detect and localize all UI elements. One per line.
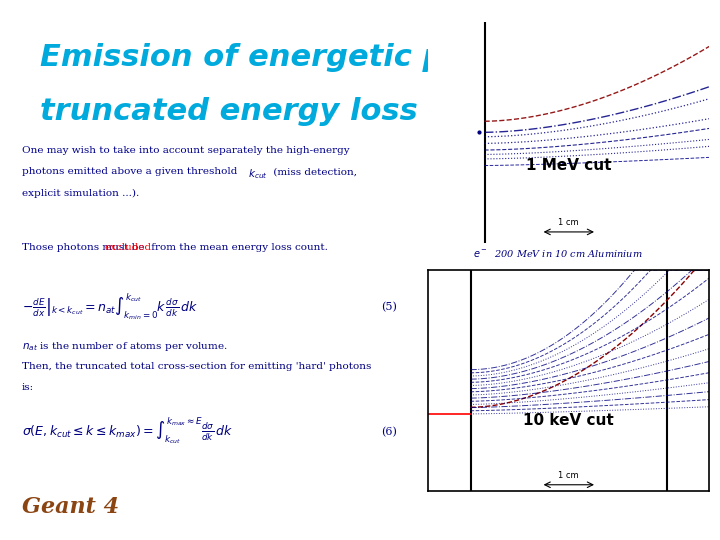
- Text: Those photons must be: Those photons must be: [22, 243, 148, 252]
- Text: (5): (5): [382, 302, 397, 313]
- Text: $e^-$  200 MeV in 10 cm Aluminium: $e^-$ 200 MeV in 10 cm Aluminium: [473, 248, 643, 259]
- Text: photons emitted above a given threshold: photons emitted above a given threshold: [22, 167, 240, 177]
- Text: is:: is:: [22, 383, 34, 393]
- Text: explicit simulation ...).: explicit simulation ...).: [22, 189, 139, 198]
- Text: Then, the truncated total cross-section for emitting 'hard' photons: Then, the truncated total cross-section …: [22, 362, 371, 371]
- Text: $-\left.\frac{dE}{dx}\right|_{k<k_{cut}}=n_{at}\int_{k_{min}=0}^{k_{cut}}k\,\fra: $-\left.\frac{dE}{dx}\right|_{k<k_{cut}}…: [22, 292, 198, 322]
- Text: 1 MeV cut: 1 MeV cut: [526, 158, 611, 173]
- Text: excluded: excluded: [104, 243, 151, 252]
- Text: $n_{at}$ is the number of atoms per volume.: $n_{at}$ is the number of atoms per volu…: [22, 340, 228, 353]
- Text: $\sigma(E,k_{cut}\leq k\leq k_{max})=\int_{k_{cut}}^{k_{max}\approx E}\frac{d\si: $\sigma(E,k_{cut}\leq k\leq k_{max})=\in…: [22, 416, 233, 446]
- Text: (miss detection,: (miss detection,: [270, 167, 357, 177]
- Text: Emission of energetic photons and: Emission of energetic photons and: [40, 43, 637, 72]
- Text: One may wish to take into account separately the high-energy: One may wish to take into account separa…: [22, 146, 349, 155]
- Text: 1 cm: 1 cm: [559, 471, 579, 480]
- Text: truncated energy loss rate: truncated energy loss rate: [40, 97, 499, 126]
- Text: $k_{cut}$: $k_{cut}$: [248, 167, 268, 181]
- Text: 10 keV cut: 10 keV cut: [523, 413, 614, 428]
- Text: from the mean energy loss count.: from the mean energy loss count.: [148, 243, 328, 252]
- Text: Geant 4: Geant 4: [22, 496, 119, 518]
- Text: 1 cm: 1 cm: [559, 218, 579, 227]
- Text: 1 cm: 1 cm: [548, 230, 568, 239]
- Text: (6): (6): [382, 427, 397, 437]
